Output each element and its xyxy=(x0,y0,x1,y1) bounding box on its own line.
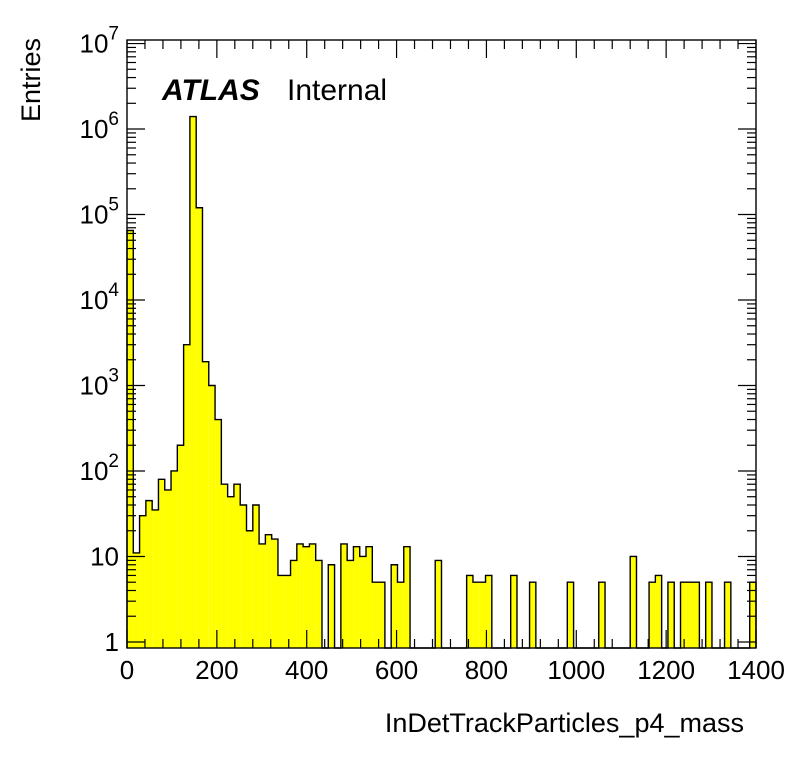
histogram-bar xyxy=(366,547,372,648)
histogram-bar xyxy=(530,582,536,648)
histogram-bar xyxy=(259,544,265,648)
histogram-bar xyxy=(190,117,196,648)
x-tick-label: 1000 xyxy=(547,655,605,685)
histogram-bar xyxy=(265,535,271,648)
histogram-bar xyxy=(668,582,674,648)
histogram-bar xyxy=(140,516,146,648)
histogram-bar xyxy=(467,575,473,648)
histogram-bar xyxy=(687,582,693,648)
histogram-bar xyxy=(567,582,573,648)
histogram-bar xyxy=(240,505,246,648)
x-tick-label: 600 xyxy=(375,655,418,685)
histogram-bar xyxy=(152,510,158,648)
histogram-bar xyxy=(196,208,202,648)
histogram-bar xyxy=(253,505,259,648)
x-axis-title: InDetTrackParticles_p4_mass xyxy=(385,708,744,738)
y-tick-label: 107 xyxy=(80,24,120,59)
histogram-bar xyxy=(284,575,290,648)
histogram-bar xyxy=(341,544,347,648)
histogram-bar xyxy=(158,479,164,648)
histogram-bar xyxy=(693,582,699,648)
x-tick-label: 800 xyxy=(465,655,508,685)
histogram-bar xyxy=(209,385,215,648)
histogram-bar xyxy=(655,575,661,648)
histogram-bar xyxy=(599,582,605,648)
histogram-bar xyxy=(171,471,177,648)
histogram-bar xyxy=(630,556,636,648)
histogram-bar xyxy=(316,560,322,648)
histogram-bar xyxy=(328,565,334,648)
histogram-bar xyxy=(347,560,353,648)
histogram-bar xyxy=(353,547,359,648)
histogram-bar xyxy=(706,582,712,648)
histogram-bar xyxy=(272,539,278,648)
histogram-bar xyxy=(146,501,152,648)
histogram-bar xyxy=(165,490,171,648)
x-tick-label: 1200 xyxy=(637,655,695,685)
x-tick-label: 200 xyxy=(195,655,238,685)
histogram-bar xyxy=(379,582,385,648)
y-tick-label: 104 xyxy=(80,280,120,315)
x-tick-label: 400 xyxy=(285,655,328,685)
histogram-bar xyxy=(681,582,687,648)
histogram-bar xyxy=(202,362,208,648)
histogram-bar xyxy=(473,582,479,648)
histogram-bar xyxy=(234,484,240,648)
histogram-bar xyxy=(479,582,485,648)
y-tick-label: 102 xyxy=(80,451,120,486)
histogram-bar xyxy=(397,582,403,648)
histogram-bar xyxy=(184,345,190,648)
histogram-bar xyxy=(372,582,378,648)
histogram-bar xyxy=(221,484,227,648)
histogram-bar xyxy=(297,544,303,648)
y-tick-label: 106 xyxy=(80,109,120,144)
histogram-bar xyxy=(177,445,183,648)
histogram-bar xyxy=(215,420,221,648)
histogram-bar xyxy=(309,544,315,648)
y-tick-label: 1 xyxy=(105,627,119,657)
histogram-bar xyxy=(649,582,655,648)
y-tick-label: 103 xyxy=(80,365,120,400)
histogram-bar xyxy=(133,553,139,648)
y-tick-labels: 1 10 102 103 104 105 106 107 xyxy=(80,24,120,657)
x-tick-label: 1400 xyxy=(727,655,785,685)
histogram-bar xyxy=(750,582,756,648)
atlas-internal-label: Internal xyxy=(287,74,387,107)
y-axis-title: Entries xyxy=(16,38,46,122)
histogram-bar xyxy=(725,582,731,648)
y-tick-label: 105 xyxy=(80,195,120,230)
histogram-bar xyxy=(404,547,410,648)
histogram-bar xyxy=(247,531,253,648)
histogram-bar xyxy=(127,231,133,648)
x-tick-labels: 0 200 400 600 800 1000 1200 1400 xyxy=(120,655,785,685)
histogram-bar xyxy=(278,575,284,648)
atlas-label: ATLAS xyxy=(161,74,260,107)
histogram-bar xyxy=(291,560,297,648)
histogram-bar xyxy=(360,556,366,648)
histogram-bar xyxy=(511,575,517,648)
histogram-bar xyxy=(435,560,441,648)
y-tick-label: 10 xyxy=(90,541,119,571)
x-tick-label: 0 xyxy=(120,655,134,685)
histogram-bar xyxy=(228,497,234,648)
